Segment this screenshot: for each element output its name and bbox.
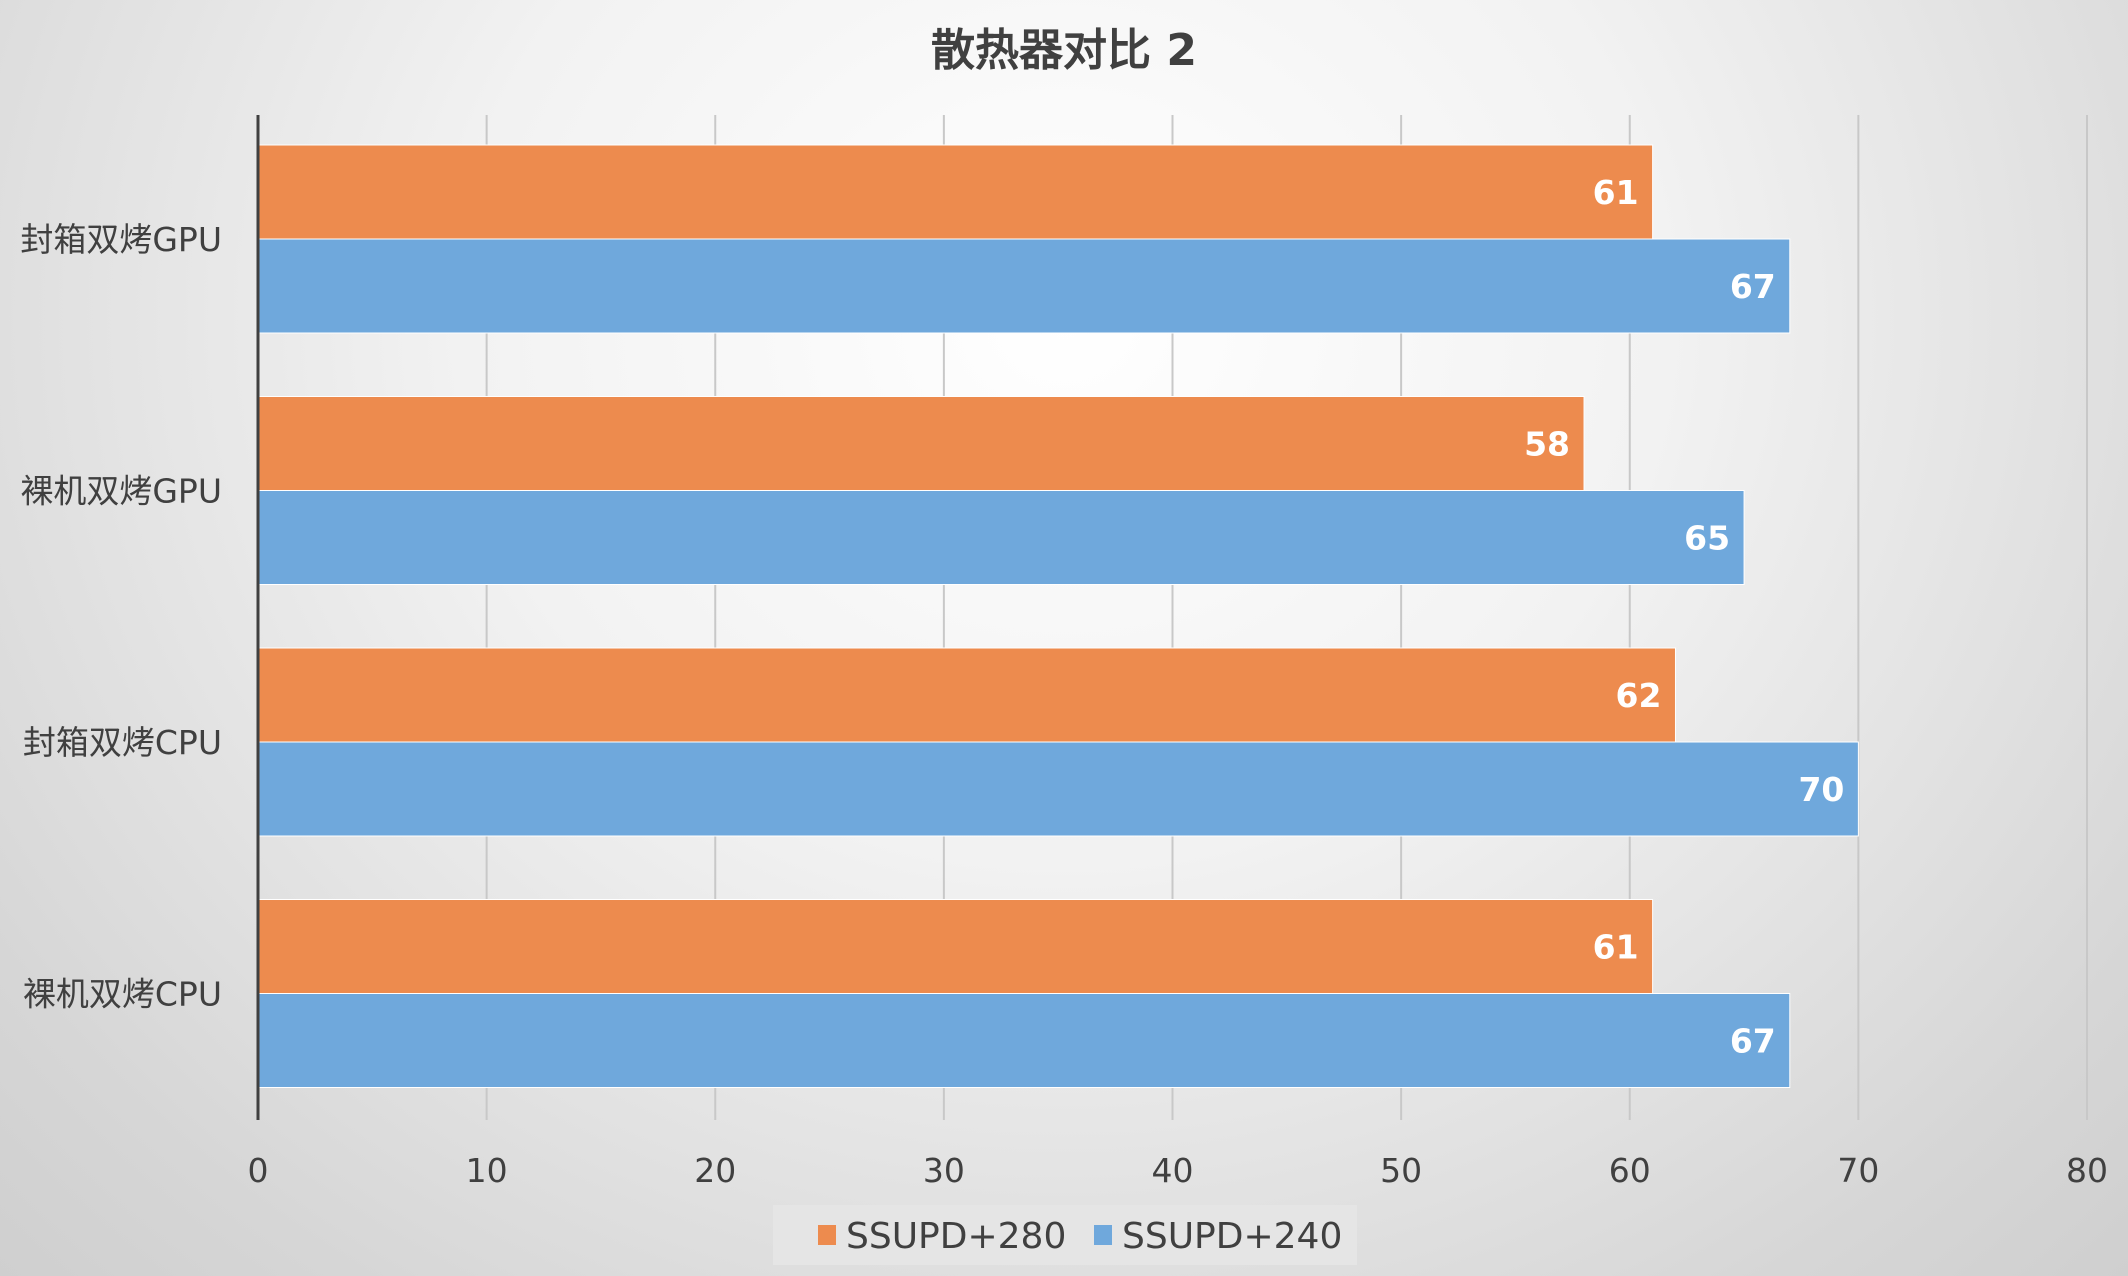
data-label: 58 [1524, 425, 1570, 464]
bar-0-3 [257, 899, 1654, 994]
data-label: 61 [1593, 928, 1639, 967]
legend-box [773, 1205, 1357, 1265]
x-tick-label: 60 [1609, 1151, 1651, 1190]
legend-label-1: SSUPD+240 [1122, 1216, 1342, 1257]
chart-title: 散热器对比 2 [931, 25, 1197, 76]
x-tick-label: 80 [2066, 1151, 2108, 1190]
category-label: 裸机双烤GPU [20, 472, 222, 511]
bar-0-0 [257, 144, 1654, 240]
x-tick-label: 20 [694, 1151, 736, 1190]
data-label: 67 [1730, 1022, 1776, 1061]
x-tick-label: 30 [923, 1151, 965, 1190]
legend: SSUPD+280 SSUPD+240 [773, 1205, 1357, 1265]
category-label: 封箱双烤GPU [20, 220, 222, 259]
x-tick-label: 0 [248, 1151, 269, 1190]
x-tick-label: 10 [466, 1151, 508, 1190]
data-label: 65 [1684, 519, 1730, 558]
bar-0-1 [257, 396, 1585, 491]
data-label: 62 [1616, 676, 1662, 715]
legend-swatch-0 [818, 1225, 836, 1245]
data-label: 61 [1593, 173, 1639, 212]
bar-1-1 [257, 490, 1745, 585]
data-label: 70 [1798, 770, 1844, 809]
x-tick-label: 50 [1380, 1151, 1422, 1190]
category-label: 封箱双烤CPU [23, 723, 222, 762]
bar-1-2 [257, 741, 1859, 837]
legend-label-0: SSUPD+280 [846, 1216, 1066, 1257]
x-tick-label: 70 [1837, 1151, 1879, 1190]
category-label: 裸机双烤CPU [23, 975, 222, 1014]
bar-1-0 [257, 238, 1791, 334]
bar-1-3 [257, 993, 1791, 1088]
x-tick-label: 40 [1152, 1151, 1194, 1190]
data-label: 67 [1730, 267, 1776, 306]
bar-0-2 [257, 647, 1676, 743]
legend-swatch-1 [1094, 1225, 1112, 1245]
